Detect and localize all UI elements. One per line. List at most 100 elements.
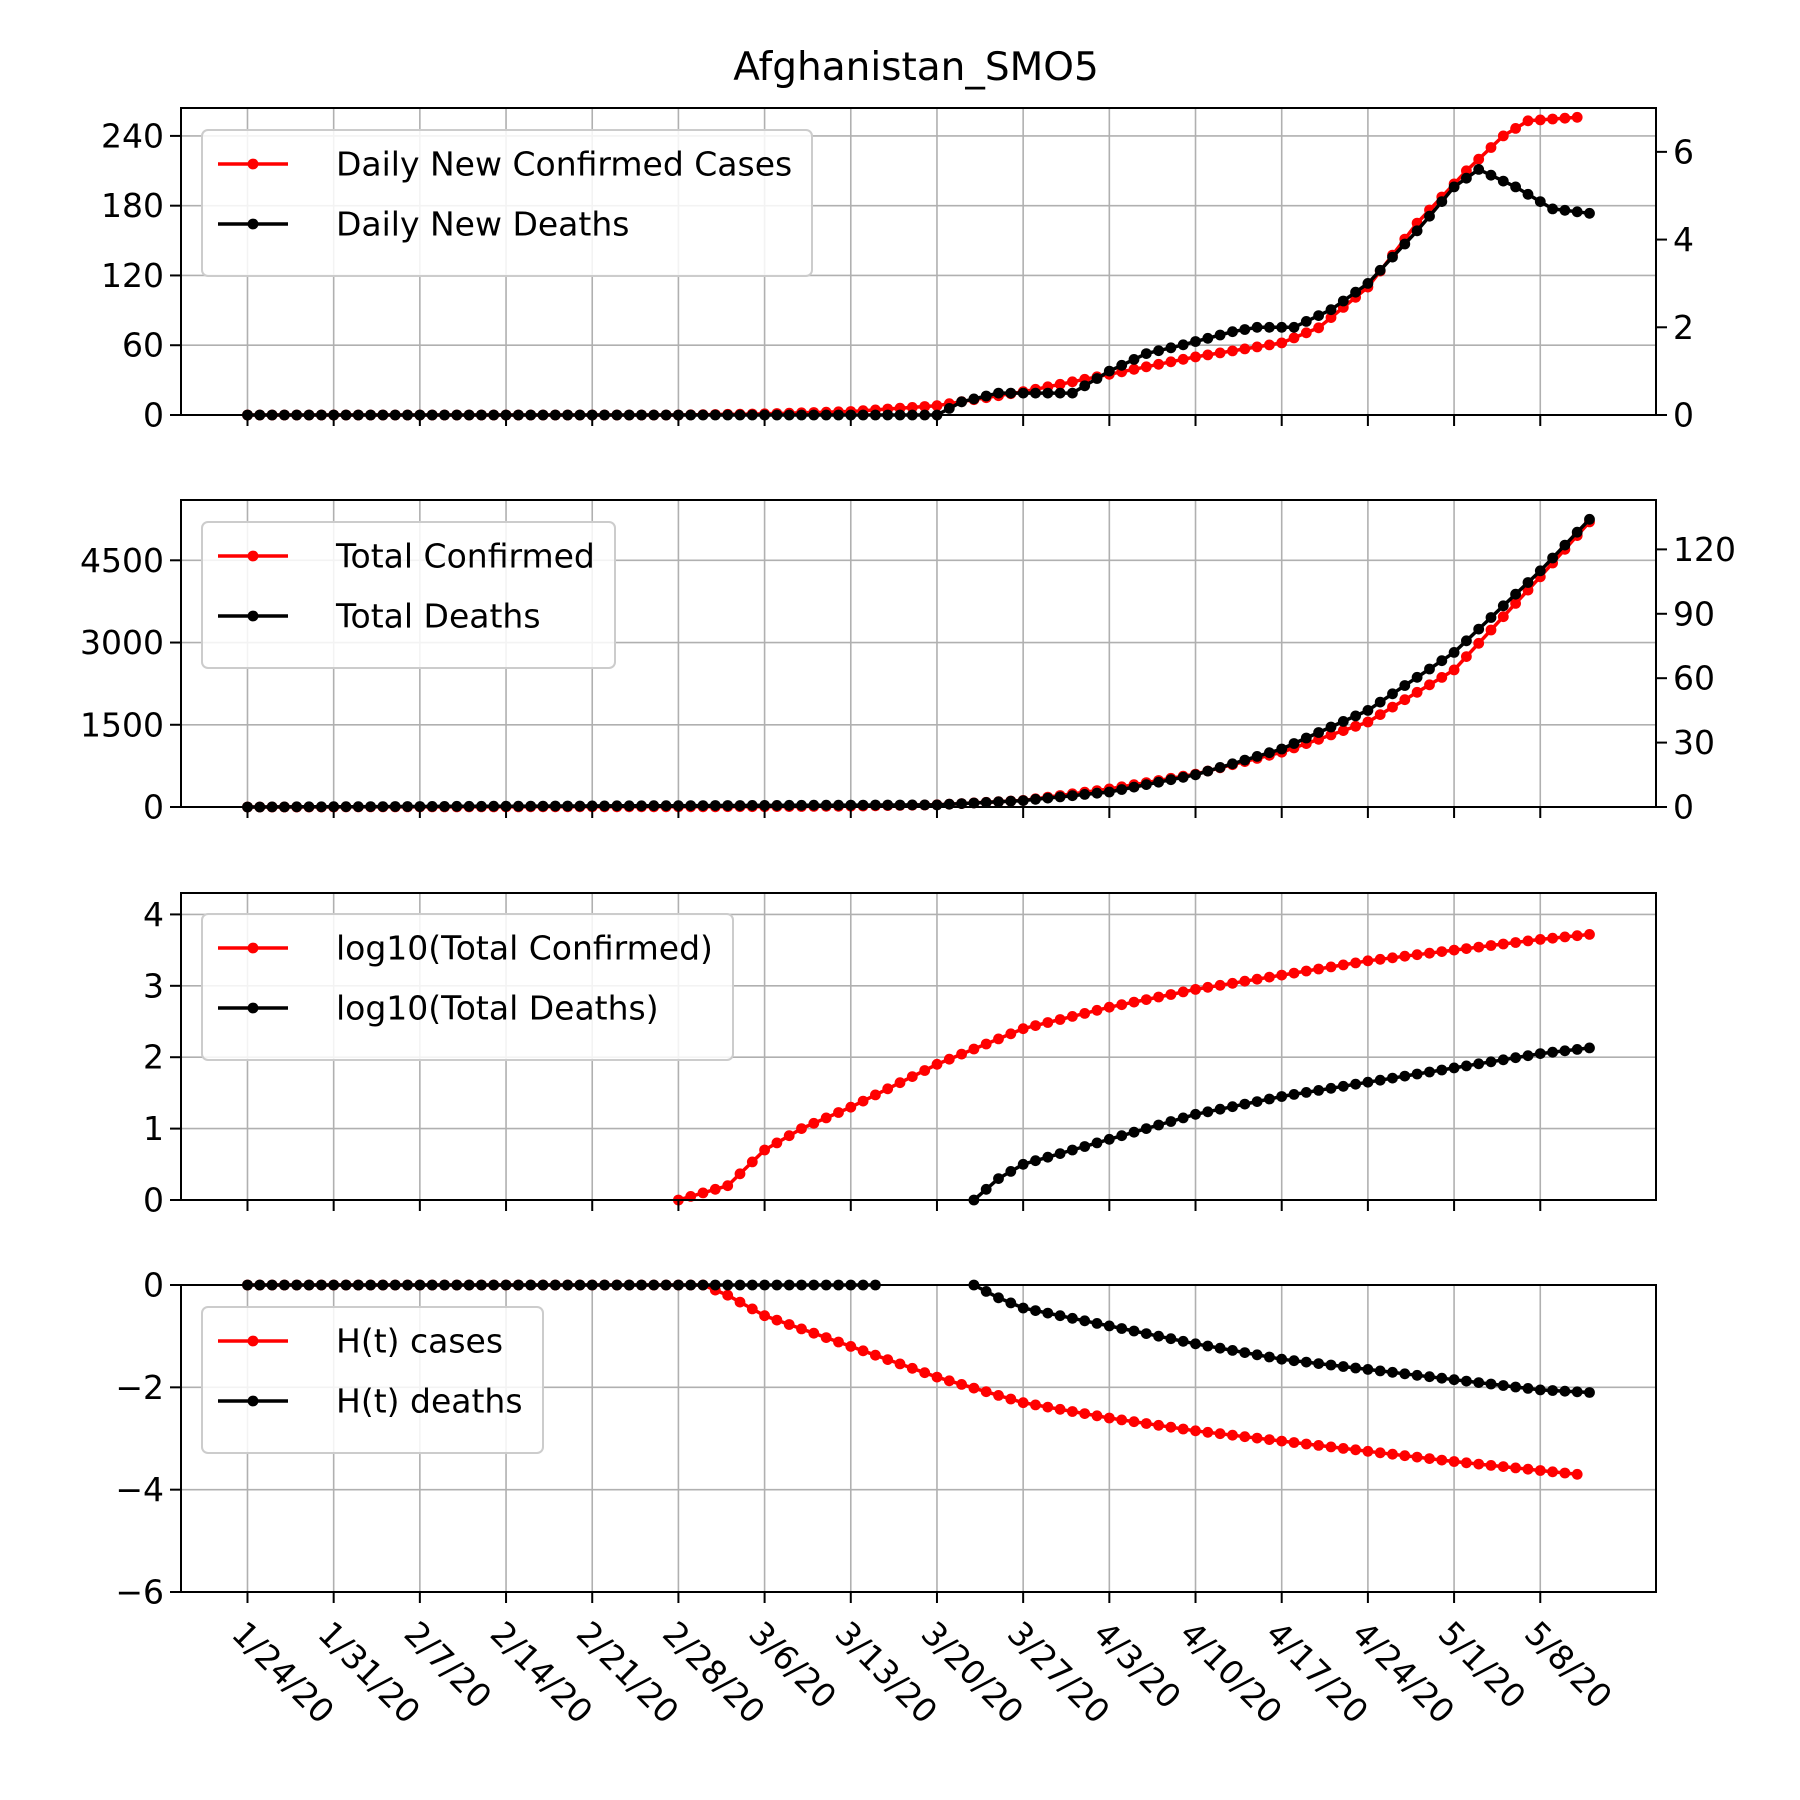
data-point xyxy=(636,800,647,812)
data-point xyxy=(759,800,770,811)
data-point xyxy=(1547,552,1558,564)
data-point xyxy=(993,387,1004,399)
data-point xyxy=(1534,565,1546,577)
data-point xyxy=(1584,513,1595,525)
legend-label: Total Deaths xyxy=(335,597,541,636)
data-point xyxy=(919,1065,931,1076)
data-point xyxy=(1534,1048,1546,1059)
data-point xyxy=(1337,725,1349,736)
data-point xyxy=(1054,1403,1066,1415)
y-tick-label: 60 xyxy=(122,326,164,365)
data-point xyxy=(919,401,931,412)
data-point xyxy=(1337,295,1349,307)
data-point xyxy=(1227,345,1238,357)
data-point xyxy=(1214,1342,1226,1354)
legend-box xyxy=(201,1306,544,1454)
data-point xyxy=(931,400,943,412)
data-point xyxy=(1300,965,1312,977)
data-point xyxy=(1584,207,1595,219)
data-point xyxy=(1411,1068,1423,1080)
data-point xyxy=(1128,781,1140,793)
data-point xyxy=(1005,1166,1017,1177)
data-point xyxy=(1214,329,1226,341)
data-point xyxy=(1190,984,1201,995)
data-point xyxy=(1522,1463,1534,1475)
data-point xyxy=(1424,663,1435,675)
legend-label: Daily New Deaths xyxy=(336,205,629,244)
data-point xyxy=(1424,679,1435,691)
data-point xyxy=(894,1077,906,1089)
y-tick-label: 0 xyxy=(143,788,164,827)
data-point xyxy=(1140,994,1152,1005)
data-point xyxy=(1067,790,1078,802)
data-point xyxy=(1510,181,1521,193)
y-tick-label: 240 xyxy=(101,116,164,155)
data-point xyxy=(993,1033,1004,1045)
data-point xyxy=(709,1183,721,1195)
data-point xyxy=(1313,1440,1324,1451)
data-point xyxy=(1079,1315,1091,1327)
data-point xyxy=(1017,387,1029,399)
data-point xyxy=(1177,986,1189,998)
data-point xyxy=(722,1180,734,1192)
data-point xyxy=(1436,655,1448,667)
y-tick-label: 4500 xyxy=(80,541,164,580)
legend-box xyxy=(201,913,734,1061)
data-point xyxy=(1522,1050,1534,1062)
data-point xyxy=(980,1386,992,1398)
data-point xyxy=(734,800,746,811)
data-point xyxy=(1313,1358,1324,1369)
data-point xyxy=(906,1362,918,1374)
data-point xyxy=(709,800,721,811)
data-point xyxy=(1584,1387,1595,1398)
data-point xyxy=(943,1053,955,1065)
data-point xyxy=(1387,251,1398,263)
y-tick-label: 1500 xyxy=(80,705,164,744)
data-point xyxy=(1362,1364,1374,1375)
legend-label: H(t) cases xyxy=(336,1322,503,1361)
data-point xyxy=(1153,358,1164,370)
data-point xyxy=(1239,754,1251,766)
data-point xyxy=(1436,196,1448,208)
data-point xyxy=(943,1375,955,1387)
data-point xyxy=(1251,341,1263,353)
legend-swatch-marker xyxy=(247,550,259,562)
data-point xyxy=(857,1345,869,1357)
data-point xyxy=(1239,324,1251,335)
legend-entry-total-deaths: Total Deaths xyxy=(218,597,541,636)
data-point xyxy=(1436,1454,1448,1466)
data-point xyxy=(1017,1302,1029,1314)
data-point xyxy=(820,1112,832,1124)
data-point xyxy=(1091,373,1103,384)
data-point xyxy=(1461,943,1472,954)
data-point xyxy=(1288,1355,1300,1367)
data-point xyxy=(1313,963,1324,975)
data-point xyxy=(820,799,832,811)
data-point xyxy=(1547,203,1558,215)
data-point xyxy=(783,1319,795,1330)
data-point xyxy=(1276,1435,1288,1447)
y-tick-label: 0 xyxy=(143,1266,164,1305)
data-point xyxy=(968,1043,980,1055)
data-point xyxy=(1276,1353,1288,1365)
data-point xyxy=(1165,989,1177,1000)
data-point xyxy=(1177,1112,1189,1124)
data-point xyxy=(648,800,660,812)
data-point xyxy=(882,1083,894,1095)
data-point xyxy=(1473,623,1485,635)
data-point xyxy=(1005,1297,1017,1309)
data-point xyxy=(1042,1401,1054,1413)
data-point xyxy=(1276,337,1288,349)
legend-box xyxy=(201,521,616,669)
right-y-tick-label: 30 xyxy=(1673,723,1715,762)
data-point xyxy=(1251,751,1263,762)
data-point xyxy=(1264,1434,1275,1445)
data-point xyxy=(1485,612,1497,623)
data-point xyxy=(746,1156,758,1168)
y-tick-label: 0 xyxy=(143,1181,164,1220)
right-y-tick-label: 0 xyxy=(1673,396,1694,435)
data-point xyxy=(1313,310,1324,321)
